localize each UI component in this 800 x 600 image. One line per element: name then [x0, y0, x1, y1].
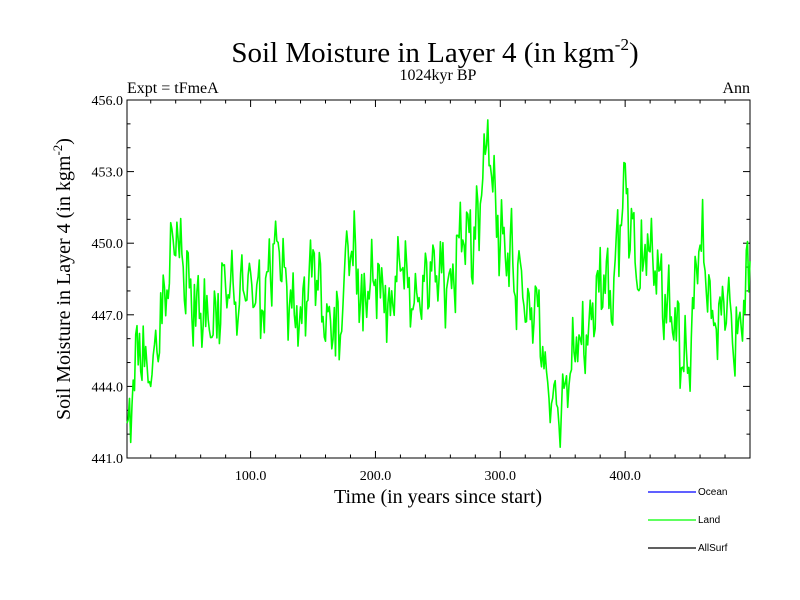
x-tick-label: 300.0 — [485, 469, 517, 484]
x-tick-label: 400.0 — [609, 469, 641, 484]
legend-label-land: Land — [698, 515, 720, 526]
y-tick-label: 444.0 — [92, 380, 124, 395]
y-tick-label: 441.0 — [92, 452, 124, 467]
x-tick-label: 200.0 — [360, 469, 392, 484]
experiment-label: Expt = tFmeA — [127, 80, 219, 97]
x-tick-label: 100.0 — [235, 469, 267, 484]
legend-label-ocean: Ocean — [698, 487, 727, 498]
x-axis-label: Time (in years since start) — [334, 486, 542, 508]
period-label: 1024kyr BP — [400, 67, 477, 84]
y-axis-label-main: Soil Moisture in Layer 4 (in kgm — [53, 155, 75, 420]
y-tick-label: 453.0 — [92, 166, 124, 181]
season-label: Ann — [722, 80, 750, 97]
legend-label-allsurf: AllSurf — [698, 543, 728, 554]
y-axis-label-tail: ) — [53, 138, 75, 145]
legend: Ocean Land AllSurf — [648, 487, 728, 554]
chart-title-main: Soil Moisture in Layer 4 (in kgm — [231, 37, 615, 69]
y-tick-label: 447.0 — [92, 309, 124, 324]
y-tick-label: 456.0 — [92, 94, 124, 109]
chart-title-tail: ) — [629, 37, 639, 69]
chart-title-superscript: -2 — [615, 35, 629, 54]
series-line-land — [126, 119, 751, 449]
axis-ticks: 100.0 200.0 300.0 400.0 441.0 444.0 447.0 450.0… — [92, 94, 750, 484]
y-tick-label: 450.0 — [92, 237, 124, 252]
y-axis-label: Soil Moisture in Layer 4 (in kgm-2) — [50, 138, 75, 420]
series-layer — [126, 119, 751, 449]
chart-title: Soil Moisture in Layer 4 (in kgm-2) — [231, 35, 638, 69]
y-axis-label-superscript: -2 — [50, 145, 65, 156]
